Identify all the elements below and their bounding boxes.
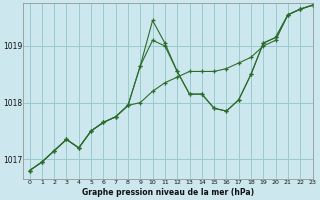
- X-axis label: Graphe pression niveau de la mer (hPa): Graphe pression niveau de la mer (hPa): [82, 188, 254, 197]
